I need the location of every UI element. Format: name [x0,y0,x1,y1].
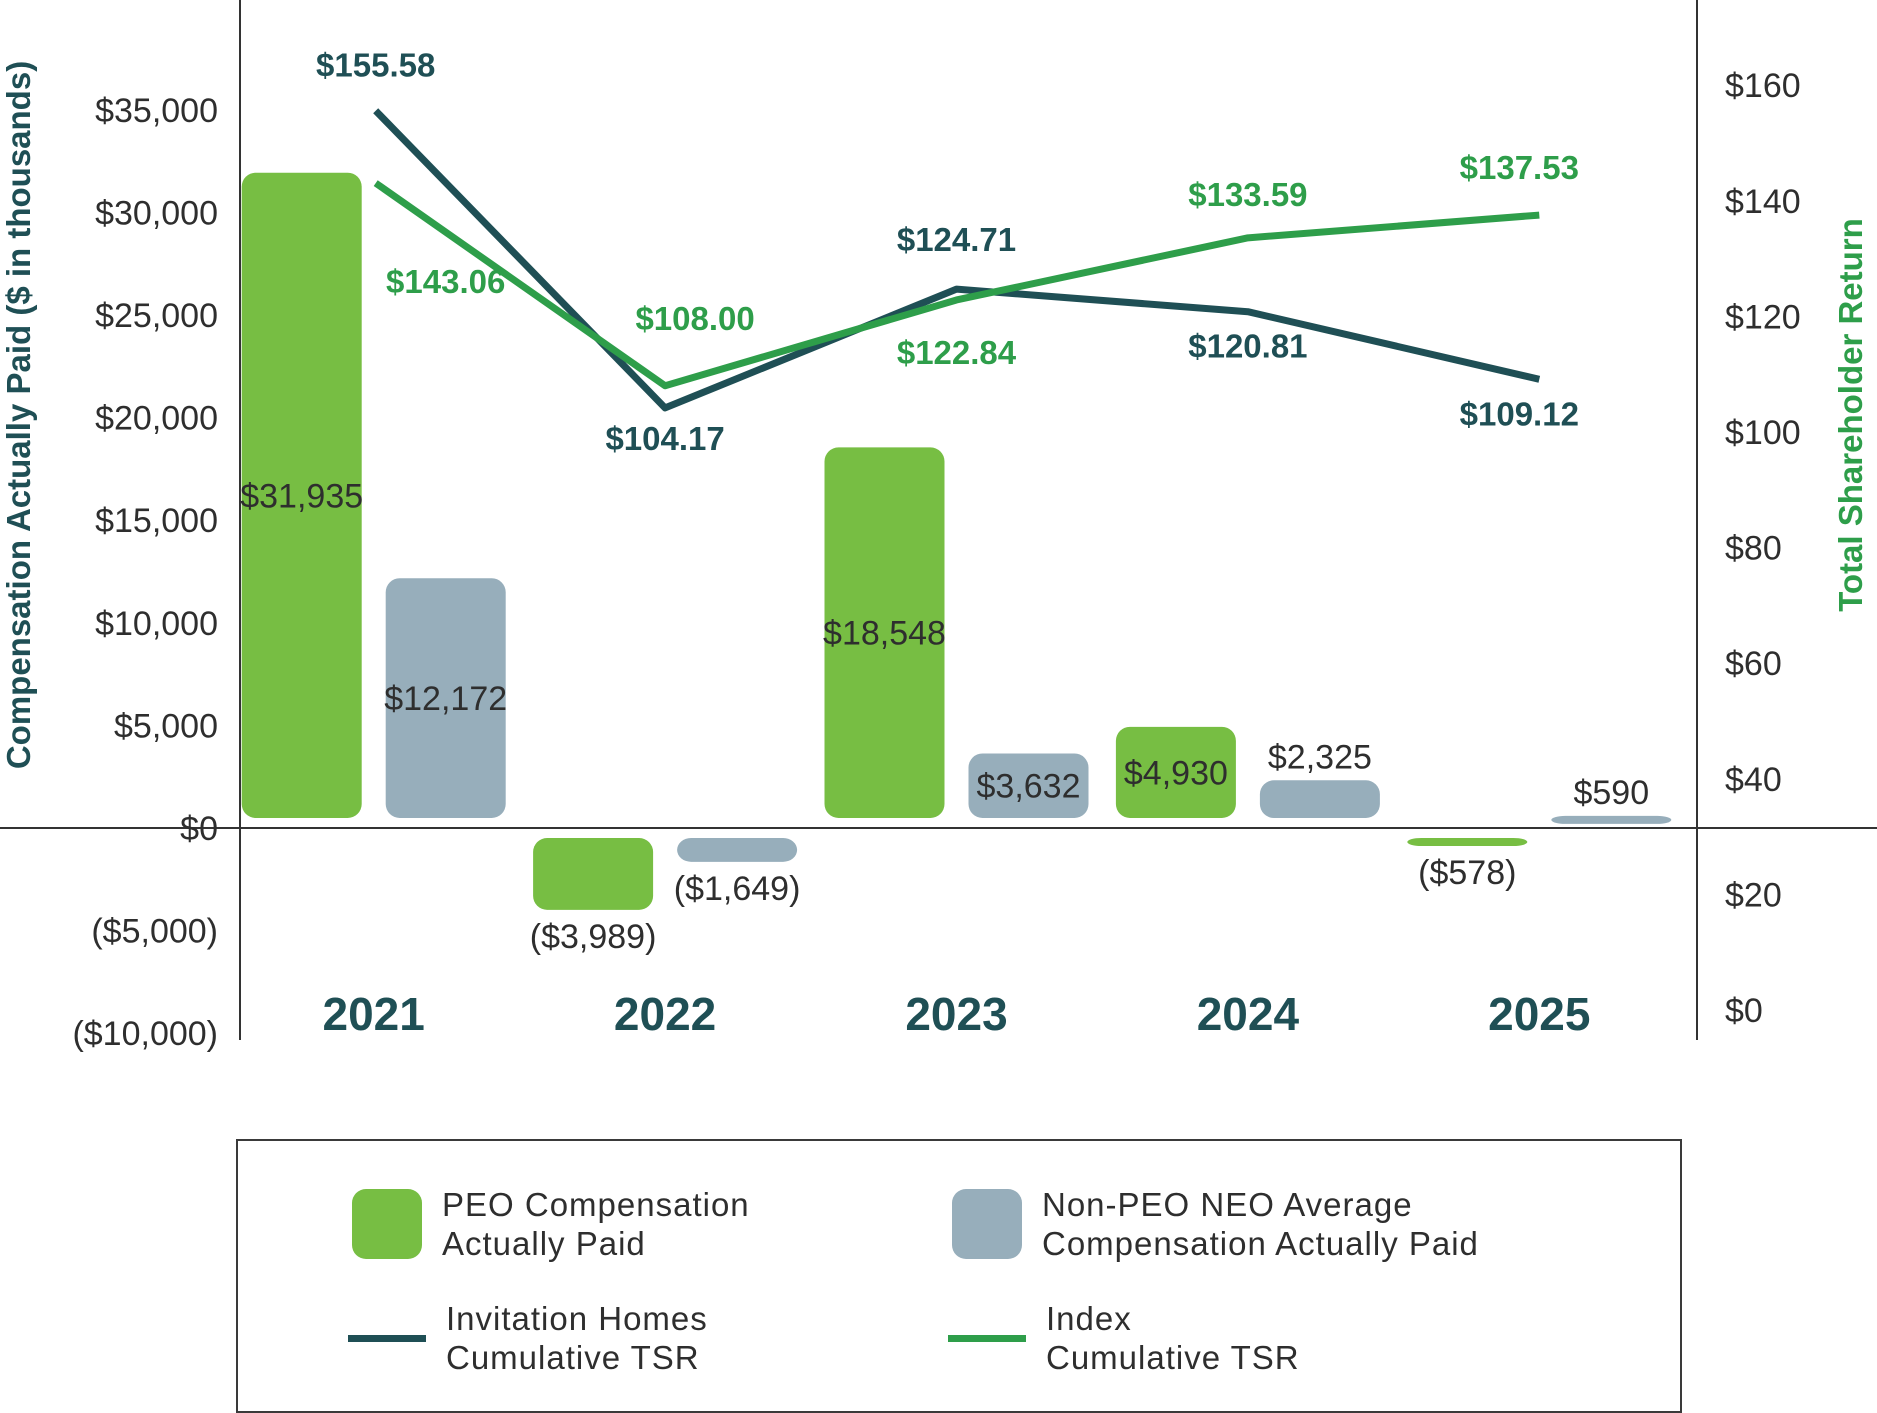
legend-label-index-line2: Cumulative TSR [1046,1339,1300,1376]
category-label-2024: 2024 [1197,988,1300,1040]
legend-label-peo-line1: PEO Compensation [442,1186,750,1223]
left-tick-label: $0 [180,810,218,848]
left-tick-label: $15,000 [95,502,218,540]
category-label-2023: 2023 [905,988,1007,1040]
tsr-label-invh-2021: $155.58 [316,47,435,84]
right-tick-label: $100 [1725,414,1801,452]
category-label-2022: 2022 [614,988,716,1040]
bar-label-non-peo-2024: $2,325 [1268,738,1372,776]
tsr-label-index-2021: $143.06 [386,263,505,300]
bar-label-non-peo-2023: $3,632 [977,768,1081,806]
left-tick-label: $25,000 [95,297,218,335]
legend-swatch-non-peo [952,1189,1022,1259]
legend-label-non-peo-line1: Non-PEO NEO Average [1042,1186,1413,1223]
tsr-label-invh-2024: $120.81 [1188,328,1307,365]
category-label-2021: 2021 [323,988,425,1040]
legend-swatch-index-tsr [948,1334,1026,1342]
legend-swatch-invh-tsr [348,1334,426,1342]
bar-non-peo-2025 [1551,815,1672,824]
legend-label-index-line1: Index [1046,1300,1132,1337]
legend-item-peo: PEO Compensation Actually Paid [352,1185,962,1263]
tsr-label-invh-2023: $124.71 [897,221,1016,258]
bar-label-non-peo-2021: $12,172 [384,680,507,718]
right-tick-label: $160 [1725,67,1801,105]
legend-label-invh-line2: Cumulative TSR [446,1339,700,1376]
left-tick-label: ($5,000) [91,913,218,951]
right-tick-label: $140 [1725,183,1801,221]
tsr-label-invh-2025: $109.12 [1460,395,1579,432]
bar-label-non-peo-2025: $590 [1573,774,1649,812]
bar-label-peo-2023: $18,548 [823,615,946,653]
bar-label-peo-2021: $31,935 [240,477,363,515]
tsr-label-index-2024: $133.59 [1188,176,1307,213]
left-tick-label: $5,000 [114,707,218,745]
left-tick-label: $10,000 [95,605,218,643]
legend-item-non-peo: Non-PEO NEO Average Compensation Actuall… [952,1185,1562,1263]
bar-peo-2023 [824,447,945,818]
bar-label-non-peo-2022: ($1,649) [674,870,801,908]
category-label-2025: 2025 [1488,988,1590,1040]
bar-peo-2024 [1115,726,1236,818]
bar-non-peo-2021 [385,578,506,818]
right-tick-label: $0 [1725,992,1763,1030]
bar-non-peo-2022 [677,838,798,862]
right-tick-label: $120 [1725,298,1801,336]
right-tick-label: $20 [1725,876,1782,914]
legend-item-invh-tsr: Invitation Homes Cumulative TSR [348,1299,966,1377]
tsr-label-index-2022: $108.00 [635,300,754,337]
right-tick-label: $40 [1725,761,1782,799]
legend-swatch-peo [352,1189,422,1259]
left-tick-label: $30,000 [95,194,218,232]
bar-non-peo-2023 [968,753,1089,818]
line-invh-tsr [373,108,1541,412]
bar-label-peo-2022: ($3,989) [530,918,657,956]
right-axis-title: Total Shareholder Return [1832,218,1869,612]
tsr-label-index-2025: $137.53 [1460,149,1579,186]
legend-item-index-tsr: Index Cumulative TSR [948,1299,1566,1377]
right-tick-label: $60 [1725,645,1782,683]
right-tick-label: $80 [1725,530,1782,568]
bar-label-peo-2024: $4,930 [1124,754,1228,792]
legend-label-invh-line1: Invitation Homes [446,1300,708,1337]
legend: PEO Compensation Actually Paid Non-PEO N… [236,1139,1682,1413]
bar-peo-2021 [241,172,362,819]
left-tick-label: ($10,000) [72,1015,218,1053]
bar-peo-2025 [1407,838,1528,846]
left-tick-label: $35,000 [95,92,218,130]
legend-label-non-peo-line2: Compensation Actually Paid [1042,1225,1479,1262]
bar-peo-2022 [533,838,654,910]
legend-label-peo-line2: Actually Paid [442,1225,646,1262]
left-axis-title: Compensation Actually Paid ($ in thousan… [0,61,37,769]
tsr-label-index-2023: $122.84 [897,334,1017,371]
tsr-label-invh-2022: $104.17 [605,420,724,457]
left-tick-label: $20,000 [95,400,218,438]
bar-non-peo-2024 [1259,780,1380,818]
bar-label-peo-2025: ($578) [1418,854,1516,892]
line-index-tsr [373,180,1540,390]
